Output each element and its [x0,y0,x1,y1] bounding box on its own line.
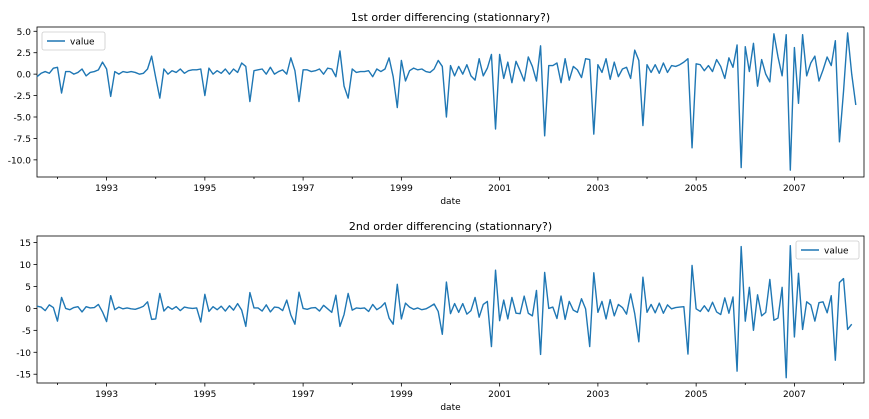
legend-box [795,240,860,260]
y-tick-label: 15 [20,239,31,249]
y-tick-label: -10 [16,349,31,359]
x-tick-label: 2003 [586,390,609,400]
x-tick-label: 2007 [783,390,806,400]
x-tick-label: 2005 [685,184,708,194]
chart-title: 1st order differencing (stationnary?) [351,11,550,24]
y-tick-label: 5 [25,283,31,293]
x-tick-label: 1995 [193,184,216,194]
chart-title: 2nd order differencing (stationnary?) [349,220,552,233]
y-tick-label: 0.0 [17,71,32,81]
series-line-value [36,32,857,171]
legend-label: value [824,247,849,257]
y-tick-label: 0 [25,305,31,315]
x-tick-label: 2003 [586,184,609,194]
legend-label: value [70,38,95,48]
x-tick-label: 1997 [292,390,315,400]
x-axis-label: date [440,197,461,207]
y-tick-label: 5.0 [17,28,32,38]
x-tick-label: 2001 [488,390,511,400]
y-tick-label: -5 [22,327,31,337]
x-tick-label: 2007 [783,184,806,194]
x-tick-label: 1993 [95,184,118,194]
y-tick-label: -15 [16,371,31,381]
series-line-value [36,244,853,379]
y-tick-label: 2.5 [17,49,31,59]
x-tick-label: 1997 [292,184,315,194]
plot-frame [36,26,865,178]
x-tick-label: 1999 [390,184,413,194]
y-tick-label: -10.0 [8,156,32,166]
x-axis-label: date [440,403,461,413]
y-tick-label: -7.5 [13,135,31,145]
x-tick-label: 2001 [488,184,511,194]
legend-box [41,31,106,51]
x-tick-label: 1999 [390,390,413,400]
y-tick-label: -5.0 [13,114,31,124]
x-tick-label: 2005 [685,390,708,400]
x-tick-label: 1995 [193,390,216,400]
y-tick-label: 10 [20,261,32,271]
y-tick-label: -2.5 [13,92,31,102]
x-tick-label: 1993 [95,390,118,400]
